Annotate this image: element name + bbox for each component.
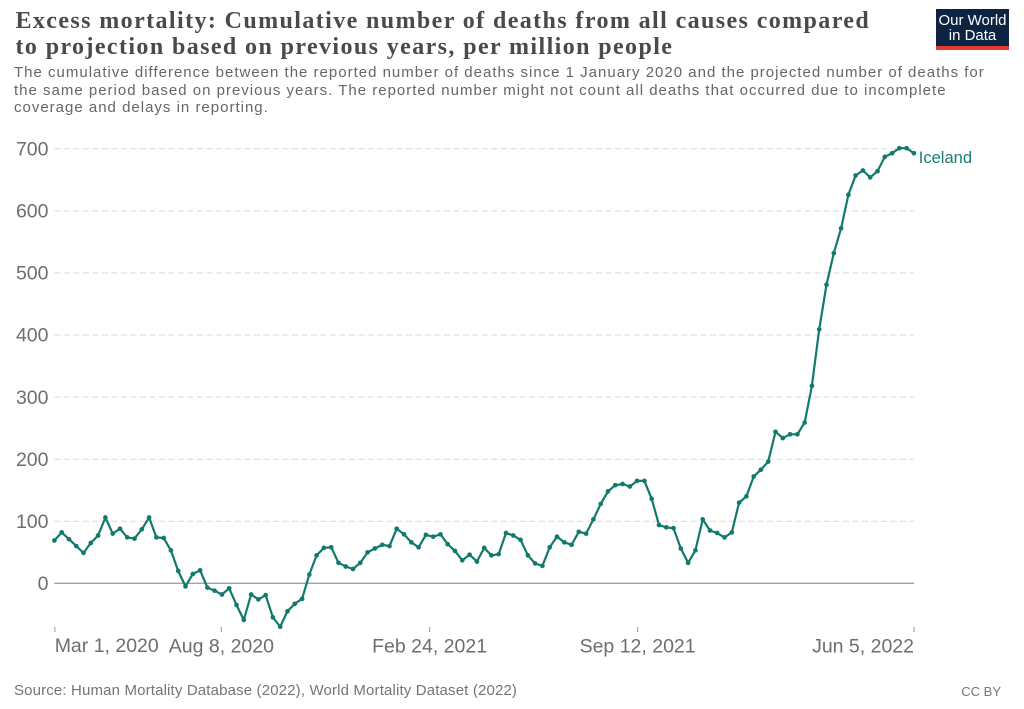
- svg-text:100: 100: [16, 511, 49, 533]
- svg-text:Sep 12, 2021: Sep 12, 2021: [580, 636, 696, 658]
- svg-text:Feb 24, 2021: Feb 24, 2021: [372, 636, 487, 658]
- svg-text:300: 300: [16, 387, 49, 409]
- svg-text:Jun 5, 2022: Jun 5, 2022: [812, 636, 914, 658]
- svg-text:200: 200: [16, 449, 49, 471]
- svg-text:Mar 1, 2020: Mar 1, 2020: [55, 635, 159, 657]
- svg-text:700: 700: [16, 139, 49, 161]
- svg-text:0: 0: [38, 573, 49, 595]
- svg-text:Aug 8, 2020: Aug 8, 2020: [169, 636, 274, 658]
- svg-text:500: 500: [16, 263, 49, 285]
- svg-text:400: 400: [16, 325, 49, 347]
- svg-text:600: 600: [16, 201, 49, 223]
- svg-text:Iceland: Iceland: [919, 149, 972, 167]
